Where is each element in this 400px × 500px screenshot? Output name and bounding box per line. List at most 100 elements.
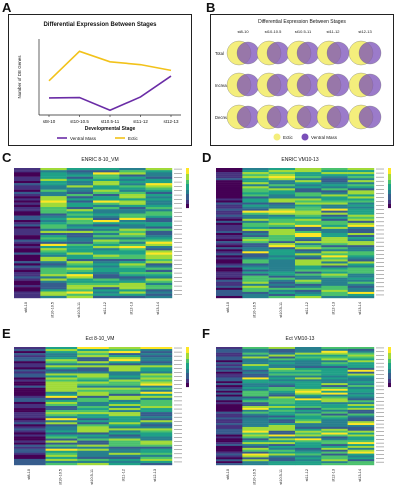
heatmap-cell — [321, 354, 348, 357]
heatmap-cell — [77, 446, 109, 449]
heatmap-cell — [93, 233, 120, 236]
heatmap-cell — [242, 247, 269, 250]
heatmap-cell — [145, 256, 173, 260]
heatmap-cell — [145, 204, 173, 208]
heatmap-cell — [216, 373, 243, 376]
heatmap-cell — [14, 287, 41, 290]
heatmap-cell — [140, 438, 173, 441]
heatmap-cell — [119, 282, 146, 286]
heatmap-cell — [242, 269, 269, 272]
venn-title: Differential Expression Between Stages — [258, 19, 346, 25]
heatmap-cell — [93, 269, 120, 273]
heatmap-cell — [93, 235, 120, 238]
heatmap-cell — [14, 430, 46, 433]
heatmap-cell — [268, 198, 296, 201]
heatmap-cell — [66, 172, 94, 175]
heatmap-cell — [242, 259, 269, 262]
heatmap-cell — [77, 440, 109, 443]
heatmap-cell — [145, 263, 173, 266]
heatmap-cell — [108, 452, 141, 456]
heatmap-cell — [268, 220, 296, 224]
heatmap-cell — [216, 400, 243, 403]
heatmap-cell — [108, 381, 141, 384]
heatmap-cell — [145, 291, 173, 294]
heatmap-cell — [347, 271, 375, 274]
heatmap-cell — [14, 198, 41, 201]
heatmap-cell — [242, 275, 269, 278]
heatmap-cell — [77, 359, 109, 362]
heatmap-cell — [66, 295, 94, 299]
heatmap-cell — [347, 247, 375, 250]
heatmap-cell — [242, 402, 269, 405]
heatmap-cell — [66, 213, 94, 216]
heatmap-cell — [295, 202, 322, 205]
heatmap-cell — [295, 180, 322, 183]
heatmap-cell — [347, 398, 375, 401]
heatmap-cell — [14, 355, 46, 358]
heatmap-cell — [347, 406, 375, 409]
heatmap-cell — [14, 235, 41, 238]
heatmap-cell — [119, 224, 146, 227]
heatmap-cell — [77, 458, 109, 462]
heatmap-column-label: st13-14 — [358, 302, 362, 315]
heatmap-cell — [45, 371, 78, 374]
heatmap-cell — [321, 447, 348, 450]
heatmap-cell — [140, 371, 173, 374]
heatmap-cell — [321, 394, 348, 397]
heatmap-cell — [242, 445, 269, 449]
heatmap-cell — [347, 182, 375, 185]
heatmap-cell — [45, 353, 78, 356]
heatmap-cell — [93, 241, 120, 245]
heatmap-cell — [321, 198, 348, 201]
panel-letter-f: F — [202, 326, 210, 341]
heatmap-cell — [242, 267, 269, 270]
heatmap-cell — [242, 174, 269, 177]
heatmap-cell — [45, 424, 78, 427]
x-axis-label: Developmental Stage — [85, 126, 136, 132]
heatmap-cell — [119, 261, 146, 264]
heatmap-cell — [66, 291, 94, 294]
heatmap-cell — [216, 367, 243, 371]
heatmap-cell — [347, 352, 375, 355]
heatmap-cell — [216, 455, 243, 458]
heatmap-cell — [242, 426, 269, 430]
colorbar-segment — [388, 379, 391, 382]
heatmap-cell — [77, 454, 109, 458]
heatmap-cell — [108, 442, 141, 445]
heatmap-cell — [242, 438, 269, 441]
heatmap-cell — [119, 226, 146, 229]
heatmap-cell — [119, 217, 146, 221]
heatmap-cell — [216, 350, 243, 353]
heatmap-cell — [14, 460, 46, 464]
heatmap-cell — [145, 235, 173, 238]
heatmap-cell — [40, 228, 67, 232]
heatmap-cell — [268, 398, 296, 401]
heatmap-cell — [321, 396, 348, 399]
heatmap-cell — [242, 394, 269, 397]
heatmap-cell — [216, 178, 243, 181]
heatmap-cell — [268, 293, 296, 297]
heatmap-cell — [268, 245, 296, 248]
heatmap-cell — [119, 200, 146, 203]
heatmap-cell — [93, 194, 120, 197]
heatmap-cell — [268, 226, 296, 230]
venn-column-label: st8-10 — [237, 29, 249, 34]
heatmap-cell — [77, 414, 109, 417]
heatmap-cell — [242, 220, 269, 224]
heatmap-cell — [295, 228, 322, 232]
heatmap-cell — [40, 252, 67, 255]
heatmap-cell — [119, 285, 146, 288]
heatmap-cell — [242, 233, 269, 236]
heatmap-cell — [216, 200, 243, 203]
heatmap-cell — [242, 432, 269, 435]
heatmap-cell — [216, 212, 243, 215]
heatmap-cell — [14, 204, 41, 208]
heatmap-cell — [119, 198, 146, 201]
heatmap-cell — [268, 371, 296, 374]
heatmap-cell — [268, 407, 296, 411]
heatmap-cell — [347, 241, 375, 244]
heatmap-cell — [77, 430, 109, 433]
colorbar-segment — [186, 174, 189, 177]
heatmap-cell — [216, 445, 243, 449]
heatmap-cell — [93, 254, 120, 258]
